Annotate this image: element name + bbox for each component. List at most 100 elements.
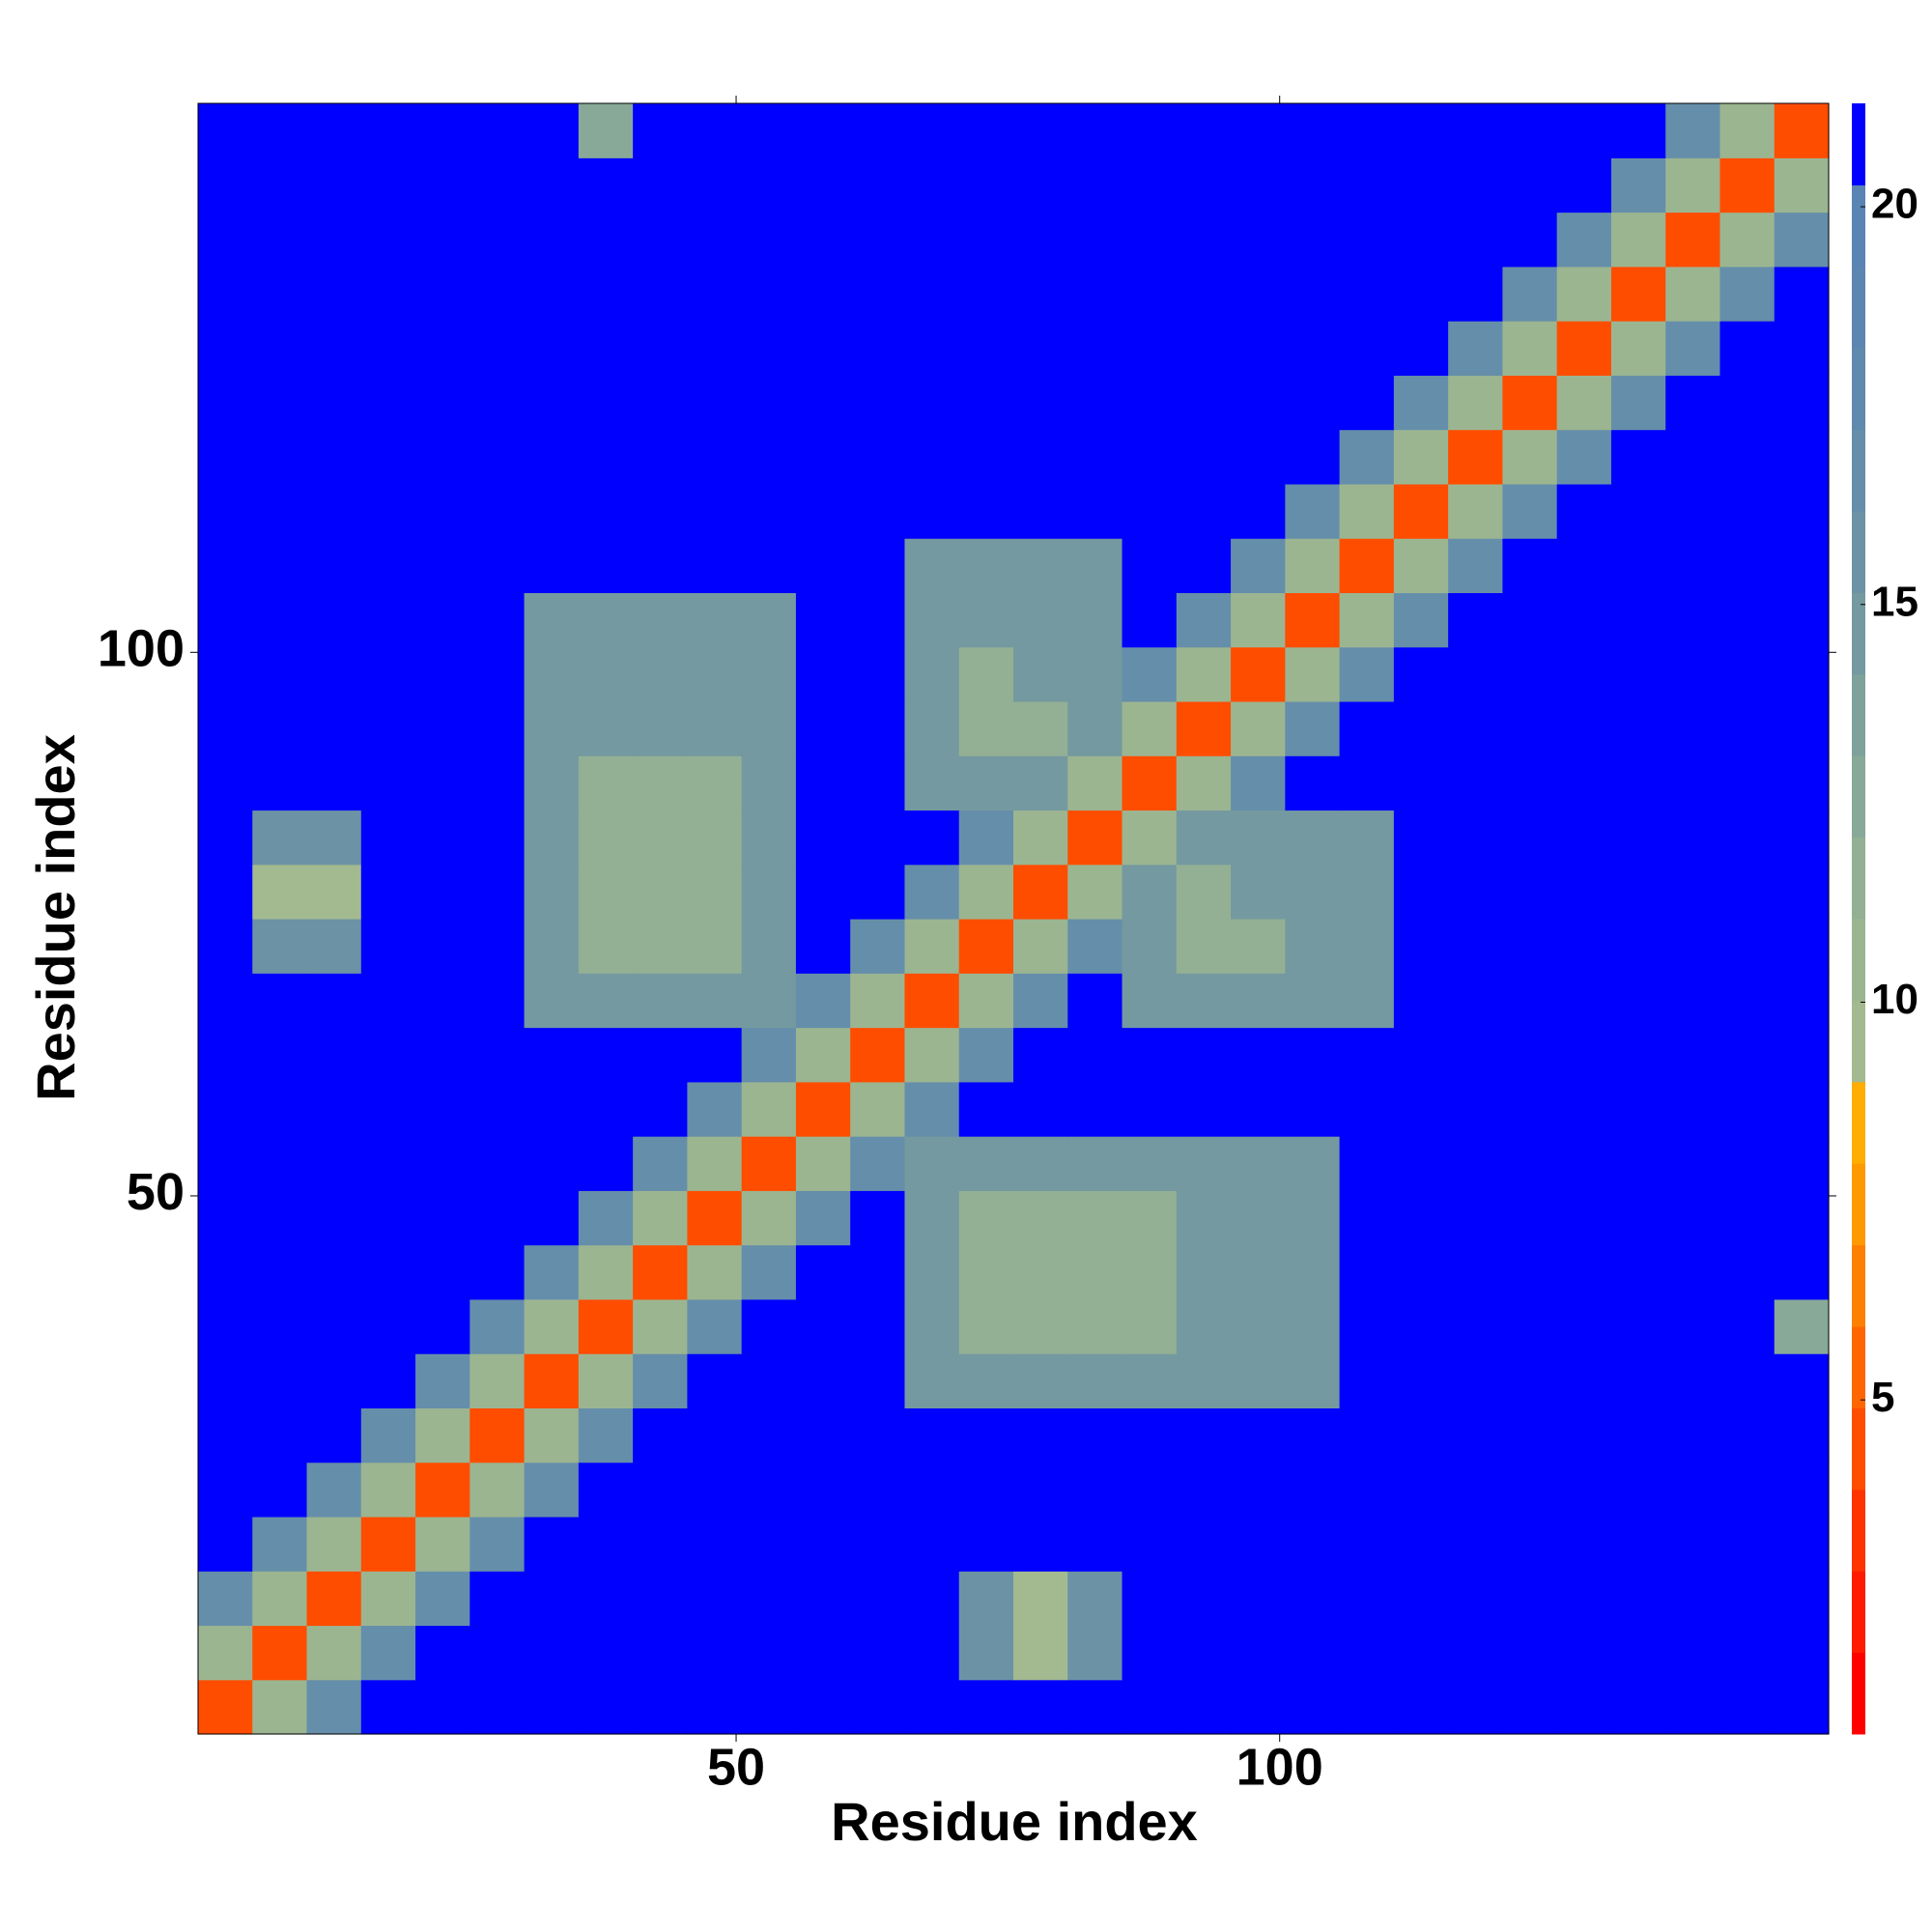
heat-cell [252, 429, 308, 485]
heat-cell [1176, 1516, 1232, 1572]
heat-cell [850, 103, 906, 158]
heat-cell [795, 538, 851, 593]
heat-cell [795, 973, 851, 1029]
heat-cell [741, 919, 797, 974]
heat-cell [1774, 212, 1830, 268]
heat-cell [958, 1190, 1014, 1246]
heat-cell [1665, 646, 1721, 702]
heat-cell [469, 103, 526, 158]
heat-cell [958, 266, 1014, 322]
heat-cell [1448, 321, 1503, 376]
heat-cell [1393, 1462, 1449, 1518]
heat-cell [1448, 700, 1503, 756]
heat-cell [1665, 864, 1721, 920]
heat-cell [1231, 810, 1286, 866]
heat-cell [1448, 973, 1503, 1029]
heat-cell [958, 1516, 1014, 1572]
heat-cell [904, 592, 960, 648]
heat-cell [360, 483, 416, 539]
heat-cell [1448, 1516, 1503, 1572]
heat-cell [633, 646, 688, 702]
heat-cell [1719, 1571, 1776, 1627]
heat-cell [958, 810, 1014, 866]
heat-cell [1393, 1516, 1449, 1572]
heat-cell [1502, 483, 1558, 539]
heat-cell [1774, 1462, 1830, 1518]
heat-cell [741, 646, 797, 702]
heat-cell [1285, 592, 1341, 648]
heat-cell [1448, 755, 1503, 811]
heat-cell [687, 919, 743, 974]
heat-cell [306, 1244, 362, 1300]
heat-cell [741, 375, 797, 431]
heat-cell [1285, 810, 1341, 866]
heat-cell [1067, 1571, 1123, 1627]
heat-cell [1448, 810, 1503, 866]
heat-cell [1013, 1081, 1068, 1137]
heat-cell [958, 375, 1014, 431]
heat-cell [306, 1516, 362, 1572]
heat-cell [360, 321, 416, 376]
heat-cell [1285, 1679, 1341, 1735]
x-tick-label: 50 [707, 1738, 765, 1796]
heat-cell [198, 1571, 253, 1627]
heat-cell [306, 592, 362, 648]
heat-cell [1556, 810, 1612, 866]
heat-cell [1393, 321, 1449, 376]
heat-cell [1502, 321, 1558, 376]
heat-cell [687, 266, 743, 322]
heat-cell [1339, 1625, 1395, 1681]
heat-cell [1339, 538, 1395, 593]
heat-cell [1231, 1407, 1286, 1463]
heat-cell [687, 483, 743, 539]
heat-cell [1122, 1081, 1178, 1137]
heat-cell [360, 646, 416, 702]
heat-cell [1013, 483, 1068, 539]
heat-cell [1610, 755, 1666, 811]
heat-cell [524, 1625, 580, 1681]
heat-cell [469, 483, 526, 539]
heat-cell [1393, 1190, 1449, 1246]
heat-cell [578, 429, 634, 485]
heat-cell [850, 429, 906, 485]
heat-cell [1556, 919, 1612, 974]
heat-cell [850, 1462, 906, 1518]
heat-cell [1556, 1298, 1612, 1354]
heat-cell [1122, 538, 1178, 593]
heat-cell [360, 1571, 416, 1627]
heat-cell [1122, 429, 1178, 485]
heat-cell [1285, 1190, 1341, 1246]
heat-cell [1067, 755, 1123, 811]
heat-cell [1665, 700, 1721, 756]
heat-cell [1774, 375, 1830, 431]
heat-cell [1285, 375, 1341, 431]
heat-cell [469, 1136, 526, 1191]
heat-cell [1719, 212, 1776, 268]
heat-cell [1502, 1625, 1558, 1681]
heat-cell [850, 1353, 906, 1408]
heat-cell [1067, 212, 1123, 268]
heat-cell [360, 700, 416, 756]
heat-cell [1231, 1353, 1286, 1408]
heat-cell [795, 157, 851, 213]
heat-cell [1122, 157, 1178, 213]
heat-cell [415, 1353, 470, 1408]
heat-cell [795, 1244, 851, 1300]
heat-cell [1502, 919, 1558, 974]
heat-cell [1067, 919, 1123, 974]
heat-cell [1231, 646, 1286, 702]
heat-cell [1719, 864, 1776, 920]
heat-cell [415, 157, 470, 213]
heat-cell [1285, 266, 1341, 322]
heat-cell [633, 157, 688, 213]
heat-cell [1067, 538, 1123, 593]
heat-cell [904, 1244, 960, 1300]
heat-cell [850, 1190, 906, 1246]
heat-cell [1393, 1571, 1449, 1627]
heat-cell [904, 646, 960, 702]
heat-cell [198, 755, 253, 811]
heat-cell [252, 755, 308, 811]
heat-cell [198, 212, 253, 268]
heat-cell [904, 864, 960, 920]
